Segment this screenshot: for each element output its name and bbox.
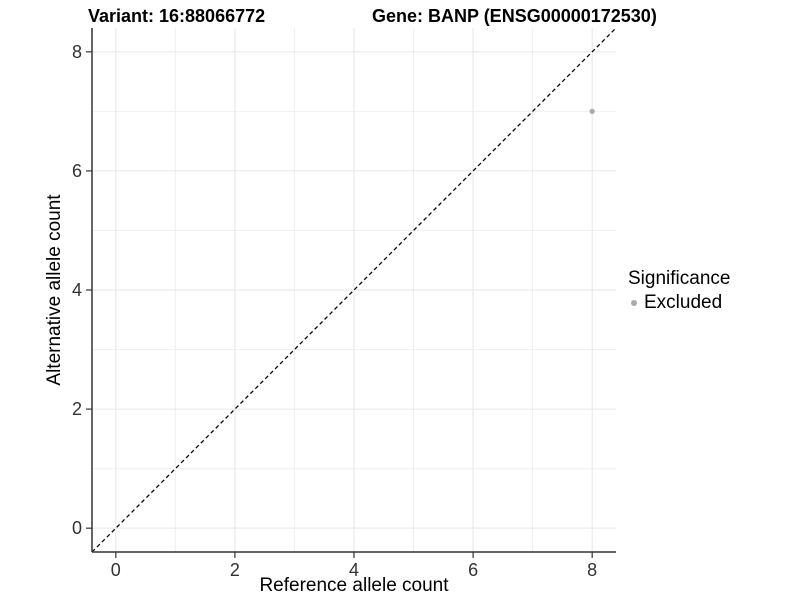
- y-axis-title: Alternative allele count: [44, 194, 65, 386]
- variant-title: Variant: 16:88066772: [88, 6, 266, 26]
- x-tick-label: 6: [468, 560, 478, 580]
- legend-entry-label: Excluded: [644, 292, 723, 313]
- y-tick-label: 4: [72, 280, 82, 300]
- gene-title: Gene: BANP (ENSG00000172530): [372, 6, 657, 26]
- x-tick-label: 4: [349, 560, 359, 580]
- excluded-point-icon: [631, 300, 637, 306]
- legend: Significance Excluded: [628, 268, 730, 314]
- x-tick-label: 8: [587, 560, 597, 580]
- x-tick-label: 0: [111, 560, 121, 580]
- y-tick-label: 6: [72, 161, 82, 181]
- identity-line: [91, 27, 617, 553]
- y-tick-label: 0: [72, 518, 82, 538]
- x-axis-title: Reference allele count: [259, 575, 449, 596]
- data-point-excluded: [589, 108, 595, 114]
- y-tick-label: 2: [72, 399, 82, 419]
- legend-entry-excluded: Excluded: [628, 292, 730, 314]
- y-tick-label: 8: [72, 42, 82, 62]
- legend-title: Significance: [628, 268, 731, 289]
- x-tick-label: 2: [230, 560, 240, 580]
